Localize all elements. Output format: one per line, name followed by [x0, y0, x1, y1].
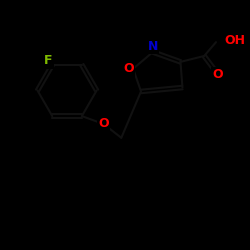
Text: N: N — [148, 40, 158, 52]
Text: O: O — [98, 118, 109, 130]
Text: OH: OH — [225, 34, 246, 47]
Text: O: O — [213, 68, 223, 81]
Text: F: F — [44, 54, 52, 68]
Text: O: O — [123, 62, 134, 75]
